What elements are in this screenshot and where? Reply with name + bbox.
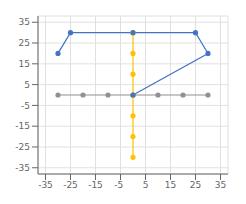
svg-text:-35: -35: [15, 163, 30, 173]
svg-text:35: 35: [215, 180, 226, 190]
svg-text:15: 15: [165, 180, 176, 190]
svg-text:35: 35: [19, 17, 30, 27]
svg-text:5: 5: [143, 180, 149, 190]
svg-text:-5: -5: [21, 101, 30, 111]
svg-text:5: 5: [24, 80, 30, 90]
svg-text:-35: -35: [38, 180, 53, 190]
svg-text:-5: -5: [114, 180, 127, 190]
svg-text:-25: -25: [63, 180, 78, 190]
svg-text:-25: -25: [15, 142, 30, 152]
svg-text:25: 25: [190, 180, 201, 190]
svg-text:-15: -15: [15, 121, 30, 131]
svg-text:15: 15: [19, 59, 30, 69]
svg-text:-15: -15: [88, 180, 103, 190]
svg-text:25: 25: [19, 38, 30, 48]
